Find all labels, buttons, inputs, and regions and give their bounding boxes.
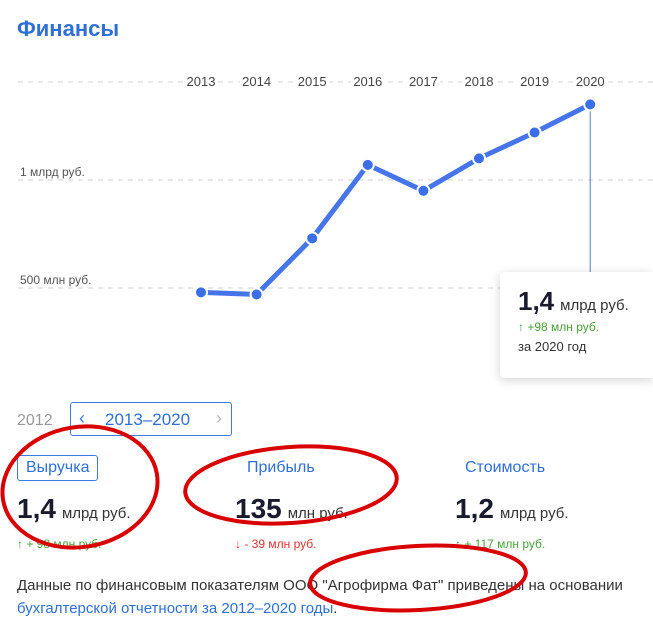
x-tick-bg (406, 72, 441, 90)
x-tick-label: 2015 (298, 74, 327, 89)
data-point (194, 285, 208, 300)
chevron-left-icon[interactable]: ‹ (79, 408, 85, 428)
prev-period-link[interactable]: 2012 (17, 412, 53, 429)
period-label: 2013–2020 (105, 410, 191, 429)
revenue-value: 1,4 (17, 493, 56, 524)
x-tick-bg (184, 72, 218, 90)
footnote-text: Данные по финансовым показателям ООО "Аг… (17, 577, 623, 594)
footnote: Данные по финансовым показателям ООО "Аг… (17, 574, 642, 620)
tooltip-unit: млрд руб. (560, 297, 629, 314)
data-point (583, 97, 598, 112)
arrow-up-icon: ↑ (455, 537, 461, 551)
chevron-right-icon[interactable]: › (216, 408, 222, 428)
tab-value[interactable]: Стоимость (465, 459, 546, 476)
revenue-chart: 1 млрд руб. 500 млн руб. 2013 2014 2015 2016 2… (18, 72, 653, 302)
x-tick-label: 2018 (465, 74, 494, 89)
value-delta: + 117 млн руб. (464, 537, 546, 551)
accounting-report-link[interactable]: бухгалтерской отчетности за 2012–2020 го… (17, 600, 334, 617)
x-tick-bg (239, 72, 274, 90)
footnote-end: . (333, 600, 338, 617)
x-tick-label: 2020 (576, 74, 605, 89)
arrow-up-icon: ↑ (518, 320, 524, 334)
y-tick-label: 1 млрд руб. (20, 165, 85, 179)
tooltip-value: 1,4 (518, 286, 555, 316)
value-unit: млрд руб. (499, 505, 569, 522)
tooltip-year: за 2020 год (518, 339, 587, 354)
y-tick-label: 500 млн руб. (20, 273, 91, 287)
page-title: Финансы (17, 16, 120, 41)
profit-unit: млн руб. (287, 505, 348, 522)
profit-delta: - 39 млн руб. (244, 537, 317, 551)
profit-value: 135 (235, 493, 282, 524)
x-tick-label: 2019 (520, 74, 549, 89)
tab-revenue[interactable]: Выручка (17, 455, 99, 481)
period-selector[interactable]: ‹ 2013–2020 › (70, 402, 232, 436)
data-point (249, 287, 264, 302)
revenue-unit: млрд руб. (61, 505, 131, 522)
series-line (198, 101, 593, 297)
x-tick-bg (517, 72, 552, 90)
tooltip-delta: +98 млн руб. (527, 320, 600, 334)
x-tick-label: 2013 (187, 74, 216, 89)
data-point (305, 231, 320, 246)
x-tick-label: 2014 (242, 74, 271, 89)
data-point (416, 183, 431, 198)
x-tick-bg (295, 72, 330, 90)
x-tick-bg (573, 72, 608, 90)
data-point (527, 125, 542, 140)
x-tick-label: 2017 (409, 74, 438, 89)
x-tick-label: 2016 (353, 74, 382, 89)
chart-tooltip: 1,4 млрд руб. ↑ +98 млн руб. за 2020 год (500, 272, 653, 378)
arrow-down-icon: ↓ (235, 537, 241, 551)
x-tick-bg (350, 72, 385, 90)
data-point (360, 157, 375, 172)
metric-revenue[interactable]: Выручка 1,4 млрд руб. ↑ + 98 млн руб. (17, 455, 131, 551)
metric-profit[interactable]: Прибыль 135 млн руб. ↓ - 39 млн руб. (235, 459, 348, 551)
revenue-delta: + 98 млн руб. (26, 537, 102, 551)
metric-value[interactable]: Стоимость 1,2 млрд руб. ↑ + 117 млн руб. (455, 459, 569, 551)
value-value: 1,2 (455, 493, 494, 524)
tab-profit[interactable]: Прибыль (247, 459, 315, 476)
arrow-up-icon: ↑ (17, 537, 23, 551)
data-point (472, 151, 486, 166)
x-tick-bg (462, 72, 496, 90)
